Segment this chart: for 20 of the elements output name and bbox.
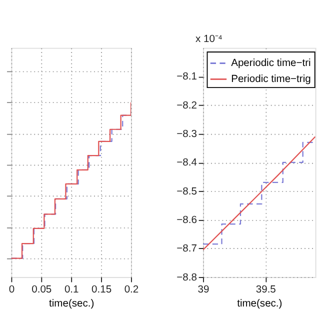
y-tick-label: −8.3	[176, 129, 198, 140]
x-tick-label: 39	[198, 284, 210, 296]
legend-label: Periodic time−trig	[231, 74, 312, 85]
y-tick-label: −8.1	[176, 72, 198, 83]
y-tick-label: −8.5	[176, 186, 198, 198]
x-tick-label: 0.15	[92, 284, 112, 296]
x-axis-title: time(sec.)	[49, 298, 94, 310]
y-tick-label: −8.4	[176, 158, 198, 169]
legend-label: Aperiodic time−tri	[231, 58, 311, 70]
x-tick-label: 0.2	[124, 284, 139, 296]
x-tick-label: 0.1	[64, 284, 80, 296]
y-tick-label: −8.2	[176, 100, 198, 112]
x-axis-title: time(sec.)	[237, 298, 282, 310]
x-tick-label: 0	[8, 284, 15, 296]
y-tick-label: −8.7	[176, 244, 198, 255]
x-tick-label: 39.5	[256, 284, 276, 296]
text: x 10⁻⁴	[196, 34, 222, 46]
y-tick-label: −8.6	[176, 215, 198, 226]
x-tick-label: 0.05	[32, 284, 52, 296]
y-tick-label: −8.8	[176, 272, 198, 284]
